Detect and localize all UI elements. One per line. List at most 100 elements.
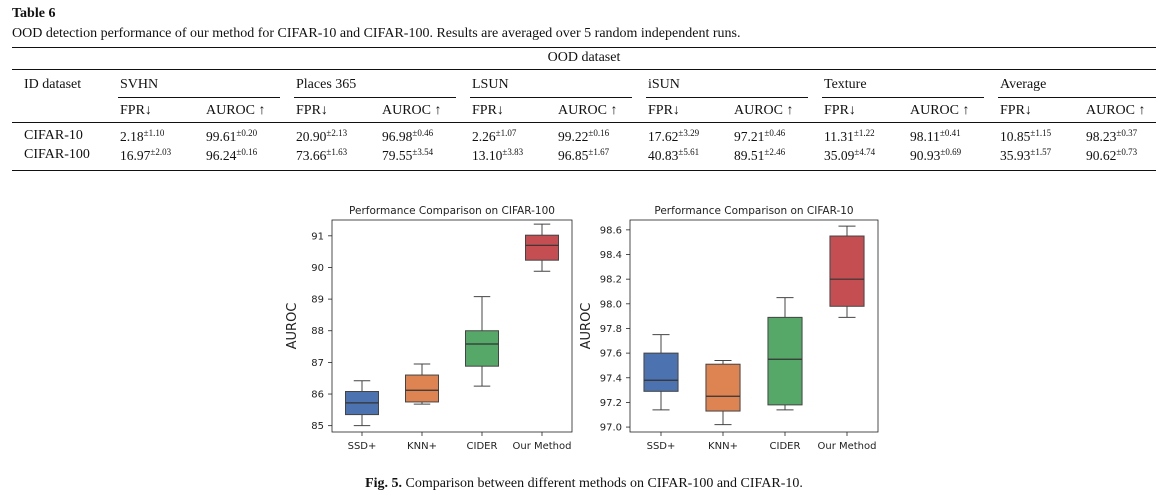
y-tick-label: 98.0 [600,299,622,310]
fpr-header-lsun: FPR↓ [472,103,504,118]
plot-frame [629,219,879,433]
x-tick-label: CIDER [770,441,801,452]
y-tick-label: 97.0 [600,423,622,434]
y-tick-label: 88 [311,326,324,337]
box-body [405,374,439,403]
box-knn [405,363,439,405]
fpr-header-texture: FPR↓ [824,103,856,118]
cell-mean: 10.85 [1000,129,1031,144]
box-cider [465,296,499,387]
dataset-header-lsun: LSUN [472,77,509,92]
x-tick-label: SSD+ [348,441,377,452]
cell-std: ±0.73 [1116,147,1138,157]
cell-mean: 97.21 [734,129,765,144]
cell-mean: 20.90 [296,129,327,144]
table-bottom-rule [12,170,1156,171]
dataset-header-texture: Texture [824,77,867,92]
x-tick-label: Our Method [512,441,571,452]
dataset-header-average: Average [1000,77,1047,92]
auroc-header-lsun: AUROC ↑ [558,103,618,118]
ood-group-header: OOD dataset [547,50,621,65]
table-cell: 35.09±4.74 [824,147,875,164]
dataset-underline-texture [822,97,984,98]
cifar100-boxplot: Performance Comparison on CIFAR-100 85 86 8… [285,205,573,452]
dataset-underline-places365 [294,97,456,98]
cell-mean: 17.62 [648,129,679,144]
y-tick-label: 97.8 [600,324,622,335]
cell-mean: 40.83 [648,148,679,163]
table-cell: 96.85±1.67 [558,147,609,164]
cell-std: ±2.46 [764,147,786,157]
table-cell: 73.66±1.63 [296,147,347,164]
dataset-underline-svhn [118,97,280,98]
cifar10-boxplot: Performance Comparison on CIFAR-10 97.0 97… [580,205,879,452]
box-body [767,316,803,406]
box-our-method [829,225,865,318]
table-caption: OOD detection performance of our method … [12,26,741,41]
cell-mean: 98.11 [910,129,940,144]
y-tick-label: 97.6 [600,349,622,360]
box-body [829,235,865,307]
y-tick-label: 87 [311,358,324,369]
table-cell: 40.83±5.61 [648,147,699,164]
y-tick-label: 98.2 [600,275,622,286]
id-dataset-header: ID dataset [24,77,82,92]
header-rule [12,122,1156,123]
box-cider [767,297,803,411]
table-cell: 99.22±0.16 [558,128,609,145]
figure-caption-text: Comparison between different methods on … [405,476,803,491]
cell-std: ±0.69 [940,147,962,157]
cell-mean: 2.26 [472,129,496,144]
fpr-header-svhn: FPR↓ [120,103,152,118]
cell-std: ±3.83 [502,147,524,157]
fpr-header-isun: FPR↓ [648,103,680,118]
table-cell: 79.55±3.54 [382,147,433,164]
figure-caption-label: Fig. 5. [365,476,403,491]
cell-std: ±3.54 [412,147,434,157]
box-ssd [643,334,679,411]
x-tick-label: CIDER [467,441,498,452]
cell-mean: 35.09 [824,148,855,163]
y-tick-label: 97.4 [600,373,622,384]
fpr-header-average: FPR↓ [1000,103,1032,118]
cell-std: ±3.29 [678,128,700,138]
cell-std: ±0.20 [236,128,258,138]
cell-std: ±5.61 [678,147,700,157]
cell-mean: 99.22 [558,129,589,144]
table-cell: 20.90±2.13 [296,128,347,145]
x-tick-label: KNN+ [708,441,738,452]
cell-std: ±1.63 [326,147,348,157]
cell-mean: 90.93 [910,148,941,163]
table-cell: 13.10±3.83 [472,147,523,164]
dataset-header-isun: iSUN [648,77,680,92]
table-cell: 2.26±1.07 [472,128,516,145]
cell-mean: 73.66 [296,148,327,163]
box-body [705,363,741,412]
y-tick-label: 89 [311,295,324,306]
cell-mean: 89.51 [734,148,765,163]
table-cell: 16.97±2.03 [120,147,171,164]
table-cell: 90.93±0.69 [910,147,961,164]
cell-std: ±0.46 [764,128,786,138]
table-top-rule [12,47,1156,48]
table-cell: 90.62±0.73 [1086,147,1137,164]
dataset-underline-average [998,97,1156,98]
cell-std: ±2.13 [326,128,348,138]
auroc-header-texture: AUROC ↑ [910,103,970,118]
y-tick-label: 97.2 [600,398,622,409]
table-cell: 89.51±2.46 [734,147,785,164]
cell-std: ±0.16 [236,147,258,157]
cell-std: ±1.07 [495,128,517,138]
chart-title: Performance Comparison on CIFAR-100 [349,205,555,217]
box-our-method [525,223,559,272]
cell-std: ±1.10 [143,128,165,138]
row-label: CIFAR-100 [24,147,90,162]
dataset-underline-lsun [470,97,632,98]
dataset-header-places365: Places 365 [296,77,357,92]
dataset-header-svhn: SVHN [120,77,159,92]
x-tick-label: SSD+ [647,441,676,452]
y-tick-label: 85 [311,421,324,432]
cell-mean: 99.61 [206,129,237,144]
auroc-header-isun: AUROC ↑ [734,103,794,118]
y-axis-label: AUROC [285,303,300,350]
